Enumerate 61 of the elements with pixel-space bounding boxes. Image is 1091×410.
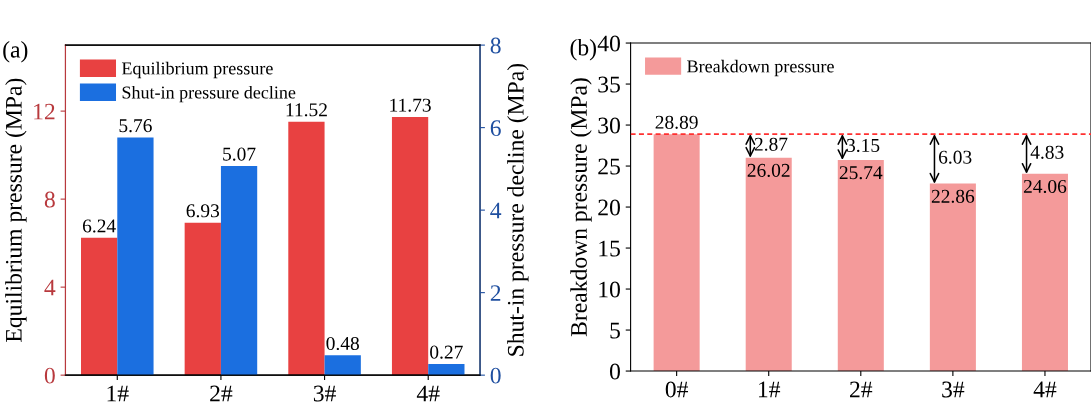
y-tick-label: 12 — [34, 103, 55, 120]
bar — [288, 121, 325, 376]
x-tick-label: 1# — [107, 385, 129, 402]
bar — [837, 159, 884, 372]
x-tick-label: 2# — [210, 385, 233, 402]
y2-tick-label: 8 — [490, 37, 501, 54]
chart-title: (b) — [570, 38, 596, 61]
x-tick-label: 4# — [1033, 381, 1057, 398]
data-label: 25.74 — [839, 166, 883, 180]
y-tick-label: 35 — [598, 76, 620, 93]
x-tick-label: 0# — [665, 381, 689, 398]
y-tick-label: 0 — [609, 363, 620, 380]
data-label: 22.86 — [931, 189, 975, 203]
y-axis-title: Breakdown pressure (MPa) — [570, 78, 592, 337]
data-label: 6.93 — [186, 204, 220, 218]
x-tick-label: 3# — [313, 385, 336, 402]
data-label: 5.76 — [119, 119, 152, 133]
y-tick-label: 25 — [598, 158, 620, 175]
data-label: 24.06 — [1023, 179, 1067, 194]
y2-tick-label: 0 — [490, 367, 501, 384]
legend-label: Breakdown pressure — [687, 59, 834, 77]
bar — [653, 134, 700, 372]
y2-axis-title: Shut-in pressure decline (MPa) — [507, 63, 529, 356]
x-tick-label: 3# — [942, 381, 965, 398]
y2-tick-label: 4 — [490, 202, 502, 219]
y-tick-label: 5 — [610, 322, 620, 339]
y-tick-label: 40 — [597, 35, 620, 52]
bar — [428, 364, 465, 376]
data-label: 26.02 — [747, 163, 790, 178]
legend-label: Shut-in pressure decline — [122, 85, 296, 103]
annotation: 2.87 — [754, 137, 788, 151]
bar — [324, 355, 361, 376]
data-label: 5.07 — [223, 147, 256, 161]
annotation: 6.03 — [938, 150, 972, 164]
y-axis-title: Equilibrium pressure (MPa) — [5, 78, 27, 342]
data-label: 28.89 — [655, 115, 698, 129]
y-tick-label: 10 — [599, 281, 620, 298]
chart-title: (a) — [3, 41, 28, 63]
y-tick-label: 20 — [598, 199, 620, 216]
bar — [745, 157, 792, 372]
annotation: 3.15 — [847, 138, 880, 153]
annotation: 4.83 — [1030, 145, 1064, 159]
bar — [1021, 173, 1068, 372]
x-tick-label: 2# — [850, 381, 873, 398]
y-tick-label: 0 — [44, 367, 55, 384]
y-tick-label: 15 — [599, 240, 620, 257]
y2-tick-label: 6 — [490, 120, 501, 137]
data-label: 6.24 — [82, 219, 116, 233]
x-tick-label: 1# — [758, 381, 781, 398]
y2-tick-label: 2 — [490, 285, 501, 301]
y-tick-label: 8 — [44, 191, 55, 208]
bar — [929, 183, 976, 372]
y-tick-label: 4 — [44, 279, 56, 296]
data-label: 0.27 — [430, 345, 463, 359]
x-tick-label: 4# — [416, 385, 440, 402]
data-label: 11.73 — [390, 98, 431, 112]
bar — [391, 117, 429, 376]
y-tick-label: 30 — [598, 117, 620, 134]
data-label: 0.48 — [326, 336, 359, 351]
legend-label: Equilibrium pressure — [121, 61, 273, 79]
data-label: 11.52 — [286, 103, 327, 117]
